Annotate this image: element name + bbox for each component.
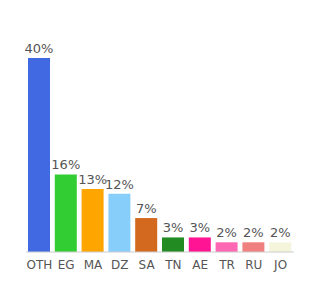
- svg-text:RU: RU: [245, 258, 262, 272]
- svg-text:MA: MA: [84, 258, 103, 272]
- svg-text:EG: EG: [58, 258, 75, 272]
- svg-text:JO: JO: [273, 258, 287, 272]
- svg-text:12%: 12%: [105, 177, 134, 192]
- svg-text:OTH: OTH: [26, 258, 52, 272]
- svg-text:3%: 3%: [189, 220, 210, 235]
- svg-text:SA: SA: [139, 258, 156, 272]
- svg-text:AE: AE: [192, 258, 208, 272]
- svg-text:7%: 7%: [136, 201, 157, 216]
- svg-text:3%: 3%: [163, 220, 184, 235]
- svg-text:13%: 13%: [78, 172, 107, 187]
- svg-text:16%: 16%: [51, 157, 80, 172]
- svg-text:TR: TR: [218, 258, 235, 272]
- svg-text:2%: 2%: [270, 225, 291, 240]
- svg-text:2%: 2%: [243, 225, 264, 240]
- svg-text:TN: TN: [164, 258, 181, 272]
- svg-text:2%: 2%: [216, 225, 237, 240]
- svg-text:40%: 40%: [25, 41, 54, 56]
- svg-text:DZ: DZ: [111, 258, 128, 272]
